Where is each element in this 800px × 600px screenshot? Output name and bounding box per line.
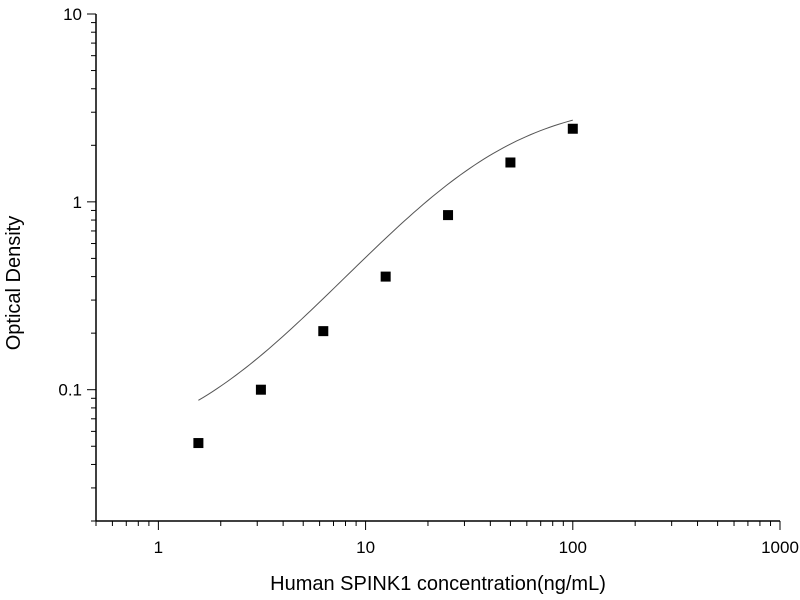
x-axis-title: Human SPINK1 concentration(ng/mL): [270, 573, 606, 595]
data-point-marker: [567, 123, 578, 134]
x-tick-label: 1000: [761, 538, 799, 557]
data-points: [193, 123, 578, 449]
y-axis-title: Optical Density: [3, 216, 25, 351]
y-tick-label: 1: [73, 193, 82, 212]
x-tick-label: 100: [559, 538, 587, 557]
y-tick-label: 0.1: [58, 381, 82, 400]
data-point-marker: [318, 326, 329, 337]
data-point-marker: [505, 157, 516, 168]
x-axis-ticks: 1 10 100 1000: [95, 521, 799, 557]
x-tick-label: 1: [154, 538, 163, 557]
fit-curve-line: [198, 119, 573, 401]
data-point-marker: [443, 210, 454, 221]
data-point-marker: [255, 384, 266, 395]
data-point-marker: [193, 438, 204, 449]
y-tick-label: 10: [63, 5, 82, 24]
y-axis-ticks: 0.1 1 10: [58, 5, 96, 522]
x-tick-label: 10: [356, 538, 375, 557]
data-point-marker: [380, 271, 391, 282]
